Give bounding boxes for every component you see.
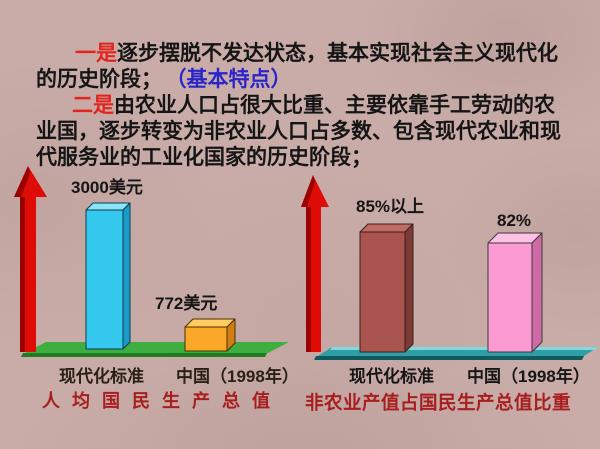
right-category1-label: 现代化标准: [349, 367, 434, 386]
right-bar2-value-label: 82%: [497, 211, 532, 230]
paragraph1-highlight: （基本特点）: [176, 68, 292, 91]
right-bar1-value-label: 85%以上: [356, 197, 425, 216]
right-base-shadow-edge: [314, 356, 584, 360]
right-chart-title: 非农业产值占国民生产总值比重: [305, 392, 572, 413]
paragraph1-line1: 一是逐步摆脱不发达状态，基本实现社会主义现代化: [36, 41, 588, 67]
bar-82-front-face: [487, 242, 533, 353]
left-axis-arrow-shaft-shade: [20, 197, 25, 352]
bar-3000-front-face: [85, 209, 124, 350]
paragraph2-line2-text: 业国，逐步转变为非农业人口占多数、包含现代农业和现: [36, 120, 561, 143]
paragraph2-line1-text: 由农业人口占很大比重、主要依靠手工劳动的农: [114, 94, 555, 117]
slide-body-text: 一是逐步摆脱不发达状态，基本实现社会主义现代化 的历史阶段； （基本特点） 二是由…: [36, 41, 588, 171]
left-bar2-value-label: 772美元: [155, 294, 218, 313]
right-category2-label: 中国（1998年）: [467, 367, 590, 386]
bar-772-front-face: [184, 326, 228, 352]
left-category1-label: 现代化标准: [59, 367, 144, 386]
right-axis-arrow-head-shade: [301, 175, 315, 207]
bar-85-percent: [359, 223, 414, 353]
paragraph1-line2: 的历史阶段； （基本特点）: [36, 67, 588, 93]
paragraph1-line1-text: 逐步摆脱不发达状态，基本实现社会主义现代化: [117, 42, 558, 65]
paragraph2-line3: 代服务业的工业化国家的历史阶段；: [36, 145, 588, 171]
bar-85-front-face: [359, 231, 406, 353]
bar-85-side-face: [404, 223, 414, 353]
bar-3000-side-face: [122, 202, 131, 350]
paragraph2-line3-text: 代服务业的工业化国家的历史阶段；: [36, 146, 372, 169]
paragraph2-line1: 二是由农业人口占很大比重、主要依靠手工劳动的农: [36, 93, 588, 119]
left-base-shadow-edge: [21, 353, 267, 357]
left-category2-label: 中国（1998年）: [176, 367, 299, 386]
left-bar1-value-label: 3000美元: [71, 178, 143, 197]
left-axis-arrow-head-shade: [14, 166, 30, 197]
bar-85-top-face: [359, 223, 414, 233]
left-base-platform: [25, 342, 289, 353]
paragraph2-line2: 业国，逐步转变为非农业人口占多数、包含现代农业和现: [36, 119, 588, 145]
left-chart-shapes: [14, 166, 289, 357]
bar-3000-usd: [85, 202, 131, 350]
left-chart-title: 人均国民生产总值: [42, 391, 282, 411]
bar-82-percent: [487, 232, 543, 353]
bar-82-side-face: [531, 232, 543, 353]
right-chart-shapes: [301, 175, 598, 360]
paragraph1-line2-text: 的历史阶段；: [36, 68, 162, 91]
bar-772-usd: [184, 318, 236, 352]
paragraph2-lead: 二是: [72, 94, 114, 117]
right-axis-arrow-shaft-shade: [306, 207, 311, 352]
paragraph1-lead: 一是: [75, 42, 117, 65]
